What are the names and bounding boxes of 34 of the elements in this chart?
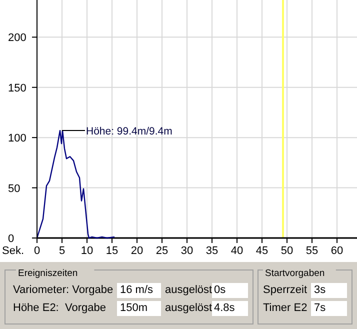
text: Variometer: Vorgabe xyxy=(13,284,114,296)
y-tick-label: 50 xyxy=(8,182,20,195)
y-tick-label: 200 xyxy=(8,32,26,44)
y-tick-label: 100 xyxy=(8,132,26,145)
text: ausgelöst xyxy=(165,302,212,314)
text: 4.8s xyxy=(214,302,236,314)
x-tick-label: 25 xyxy=(156,245,168,257)
x-tick-label: 20 xyxy=(130,245,144,257)
text: Sperrzeit xyxy=(263,284,308,296)
x-tick-label: 45 xyxy=(256,245,268,257)
annotation: Höhe: 99.4m/9.4m xyxy=(86,126,173,138)
x-tick-label: 40 xyxy=(230,245,244,257)
text: Startvorgaben xyxy=(265,268,325,279)
text: ausgelöst xyxy=(165,284,212,296)
y-tick-label: 150 xyxy=(8,82,26,94)
x-tick-label: 15 xyxy=(106,245,118,257)
x-tick-label: 10 xyxy=(80,245,94,257)
text: Höhe E2: Vorgabe xyxy=(13,302,106,314)
text: Ereigniszeiten xyxy=(18,268,78,279)
x-tick-label: 35 xyxy=(206,245,218,257)
y-tick-label: 0 xyxy=(8,233,14,245)
text: 3s xyxy=(314,284,326,296)
x-axis-title: Sek. xyxy=(2,245,24,257)
text: 7s xyxy=(314,302,326,314)
text: Timer E2 xyxy=(263,302,308,314)
text: 16 m/s xyxy=(120,284,154,296)
x-tick-label: 55 xyxy=(306,245,318,257)
x-tick-label: 5 xyxy=(58,245,66,257)
x-tick-label: 60 xyxy=(330,245,344,257)
x-tick-label: 50 xyxy=(280,245,294,257)
text: 150m xyxy=(120,302,148,314)
x-tick-label: 30 xyxy=(180,245,194,257)
text: 0s xyxy=(214,284,226,296)
x-tick-label: 0 xyxy=(34,245,40,257)
